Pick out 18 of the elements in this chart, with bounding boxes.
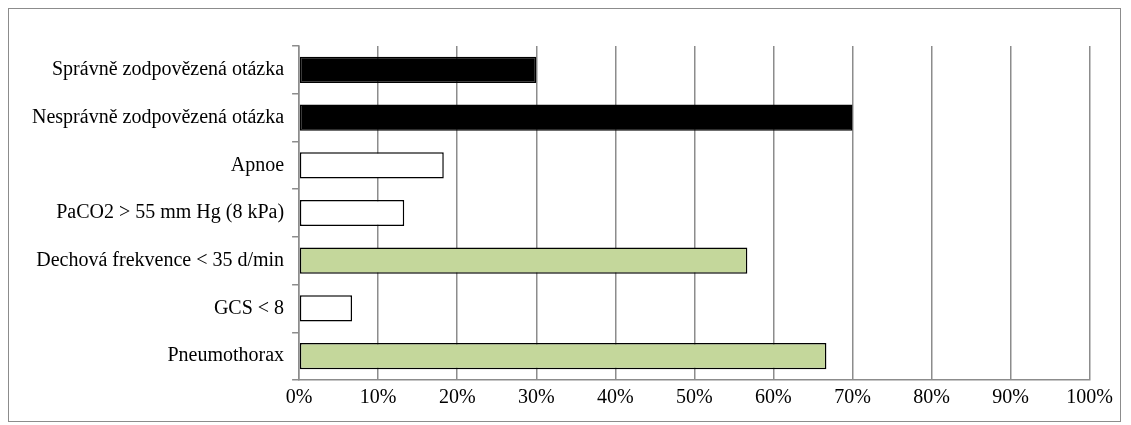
x-tick-label: 40%	[596, 385, 634, 408]
x-tick-label: 100%	[1066, 385, 1114, 408]
y-tick-label: Dechová frekvence < 35 d/min	[36, 247, 285, 270]
y-tick-label: Správně zodpovězená otázka	[51, 57, 285, 81]
y-tick-label: Apnoe	[230, 152, 285, 176]
x-tick-label: 90%	[992, 385, 1029, 408]
y-tick-label: GCS < 8	[213, 295, 285, 318]
y-tick-label: PaCO2 > 55 mm Hg (8 kPa)	[56, 200, 285, 224]
x-tick-label: 30%	[517, 385, 555, 408]
x-tick-label: 10%	[359, 385, 397, 408]
x-tick-label: 20%	[438, 385, 476, 408]
x-tick-label: 80%	[913, 385, 950, 408]
x-tick-label: 50%	[676, 385, 713, 408]
x-tick-label: 0%	[285, 385, 313, 408]
x-tick-label: 60%	[755, 385, 792, 408]
y-tick-label: Pneumothorax	[167, 343, 285, 366]
x-tick-label: 70%	[834, 385, 871, 408]
y-tick-label: Nesprávně zodpovězená otázka	[32, 104, 285, 128]
